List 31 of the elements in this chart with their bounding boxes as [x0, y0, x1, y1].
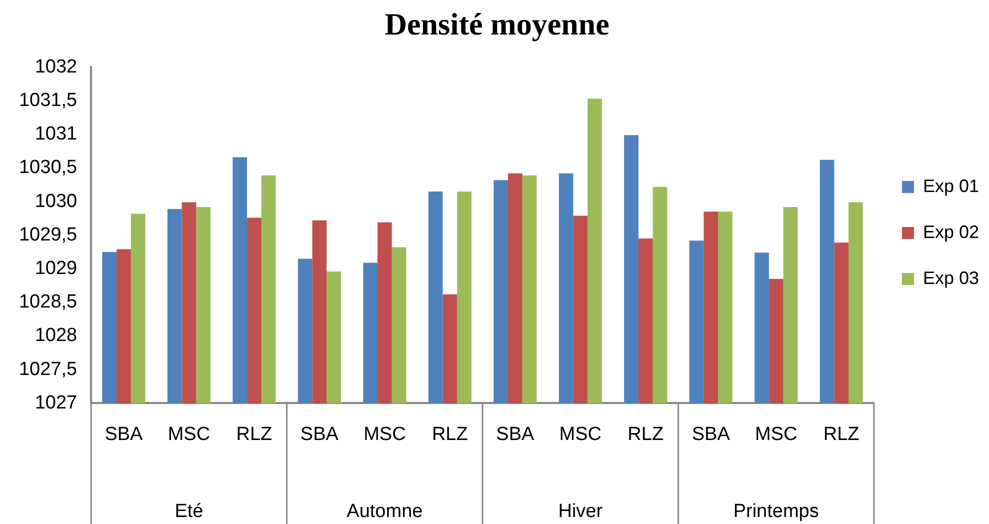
- x-tick-label: SBA: [300, 424, 339, 445]
- y-tick-label: 1028,5: [18, 292, 78, 313]
- y-tick-label: 1031: [34, 124, 78, 145]
- text: Printemps: [733, 501, 819, 522]
- legend-label: Exp 02: [922, 222, 980, 242]
- y-tick-label: 1028: [34, 325, 78, 346]
- y-tick-label: 1032: [34, 56, 78, 78]
- x-tick-label: SBA: [496, 424, 534, 445]
- x-tick-label: SBA: [104, 424, 144, 445]
- text: Eté: [174, 501, 204, 522]
- y-tick-label: 1029: [34, 258, 78, 280]
- y-tick-label: 1031,5: [18, 90, 78, 112]
- x-tick-label: MSC: [364, 424, 406, 445]
- legend-label: Exp 01: [922, 176, 980, 196]
- x-tick-label: RLZ: [823, 424, 860, 445]
- y-tick-label: 1030,5: [18, 157, 78, 178]
- chart-title: Densité moyenne: [384, 6, 610, 42]
- y-tick-label: 1027,5: [18, 358, 78, 380]
- y-tick-label: 1027: [34, 392, 78, 414]
- legend-label: Exp 03: [922, 268, 980, 288]
- x-tick-label: SBA: [692, 424, 730, 445]
- x-tick-label: MSC: [754, 424, 798, 445]
- x-tick-label: RLZ: [628, 424, 664, 445]
- y-tick-label: 1029,5: [18, 224, 78, 246]
- x-tick-label: MSC: [559, 424, 602, 445]
- y-tick-label: 1030: [34, 190, 78, 212]
- text: Automne: [346, 501, 423, 522]
- x-tick-label: RLZ: [432, 424, 468, 445]
- x-tick-label: MSC: [168, 424, 210, 445]
- text: Hiver: [558, 501, 604, 522]
- x-tick-label: RLZ: [236, 424, 273, 445]
